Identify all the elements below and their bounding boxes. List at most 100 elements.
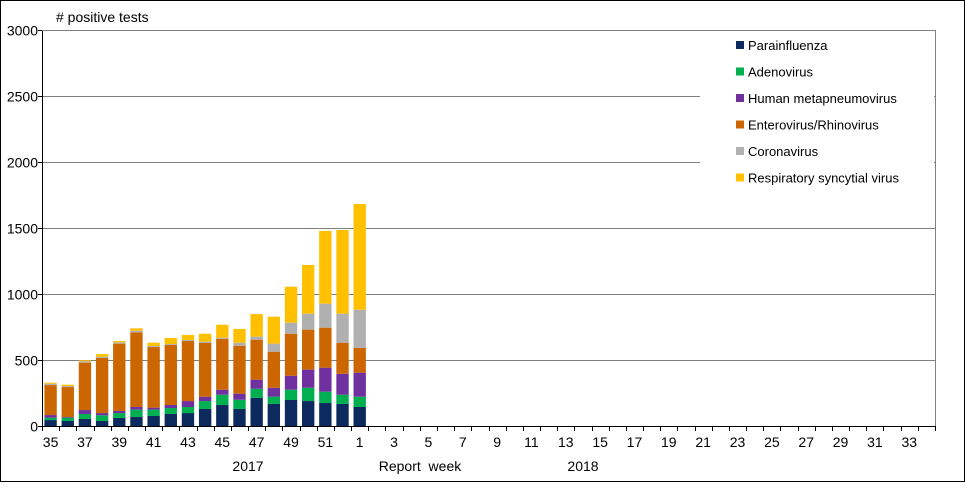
legend-marker [736,120,744,129]
bar-segment [44,383,57,386]
bar-segment [130,330,143,333]
year-label-2017: 2017 [232,458,263,474]
x-tick-label: 23 [730,434,746,450]
bar-segment [302,313,315,330]
bar-segment [353,203,366,310]
legend-marker [736,147,744,155]
bar-segment [216,405,229,426]
y-tick-label: 0 [30,419,38,435]
x-axis-label: Report week [379,458,462,474]
bar-segment [95,356,109,359]
bar-segment [164,344,177,345]
legend-label: Respiratory syncytial virus [748,171,899,186]
bar-segment [78,413,92,420]
bar-segment [267,316,281,344]
x-tick-label: 37 [77,434,93,450]
bar-segment [164,344,177,406]
bar-segment [284,286,298,323]
x-tick-label: 1 [356,434,364,450]
bar-segment [113,342,126,344]
bar-segment [198,396,212,402]
bar-segment [113,417,126,426]
bar-segment [233,345,246,394]
bar-segment [353,309,366,348]
x-tick-label: 3 [390,434,398,450]
bar-segment [250,336,263,340]
bar-segment [284,389,298,400]
y-axis-label: # positive tests [56,9,149,25]
bar-segment [250,379,263,389]
bar-segment [61,417,74,418]
bar-segment [44,417,57,421]
bar-segment [181,401,195,407]
x-tick-label: 35 [43,434,59,450]
bar-segment [147,342,160,347]
bar-segment [353,372,366,397]
bar-segment [336,342,349,374]
bar-segment [284,322,298,334]
bar-segment [44,385,57,416]
x-tick-label: 13 [558,434,574,450]
bar-segment [78,360,92,362]
bar-segment [95,413,109,416]
x-tick-label: 29 [833,434,849,450]
bar-segment [336,403,349,426]
legend-box [700,31,934,197]
legend-marker [736,67,744,76]
bar-segment [216,389,229,395]
x-tick-label: 9 [493,434,501,450]
bar-segment [302,387,315,402]
y-tick-label: 2000 [7,155,38,171]
bar-segment [181,340,195,402]
bar-segment [353,347,366,373]
bar-segment [78,410,92,414]
bar-segment [319,391,332,404]
bar-segment [233,342,246,346]
bar-segment [164,337,177,345]
legend-label: Coronavirus [748,144,819,159]
bar-segment [61,420,74,426]
bar-segment [44,415,57,418]
bar-segment [113,343,126,411]
bar-segment [198,333,212,342]
x-tick-label: 51 [318,434,334,450]
x-tick-label: 47 [249,434,265,450]
legend-marker [736,173,744,182]
x-tick-label: 5 [424,434,432,450]
bar-segment [216,338,229,390]
bar-segment [284,375,298,390]
bar-segment [181,339,195,341]
bar-segment [216,337,229,339]
bar-segment [336,394,349,404]
bar-segment [61,386,74,388]
bar-segment [181,334,195,340]
bar-segment [319,403,332,426]
x-tick-label: 11 [524,434,539,450]
year-label-2018: 2018 [567,458,598,474]
bar-segment [284,333,298,376]
bar-segment [216,394,229,406]
x-tick-label: 15 [592,434,608,450]
bar-segment [78,361,92,363]
bar-segment [44,382,57,384]
x-tick-label: 43 [180,434,196,450]
legend-label: Adenovirus [748,65,814,80]
bar-segment [250,339,263,380]
legend-label: Parainfluenza [748,38,828,53]
bar-segment [113,413,126,418]
bar-segment [130,328,143,331]
bar-segment [267,396,281,404]
bar-segment [147,407,160,410]
bar-segment [130,409,143,418]
bar-segment [302,264,315,314]
bar-segment [130,406,143,410]
x-tick-label: 27 [798,434,814,450]
bar-segment [181,413,195,426]
bar-segment [147,346,160,348]
bar-segment [61,384,74,387]
bar-segment [164,405,177,409]
bar-segment [113,340,126,343]
bar-segment [198,401,212,409]
bar-segment [113,410,126,414]
y-tick-label: 500 [15,353,39,369]
